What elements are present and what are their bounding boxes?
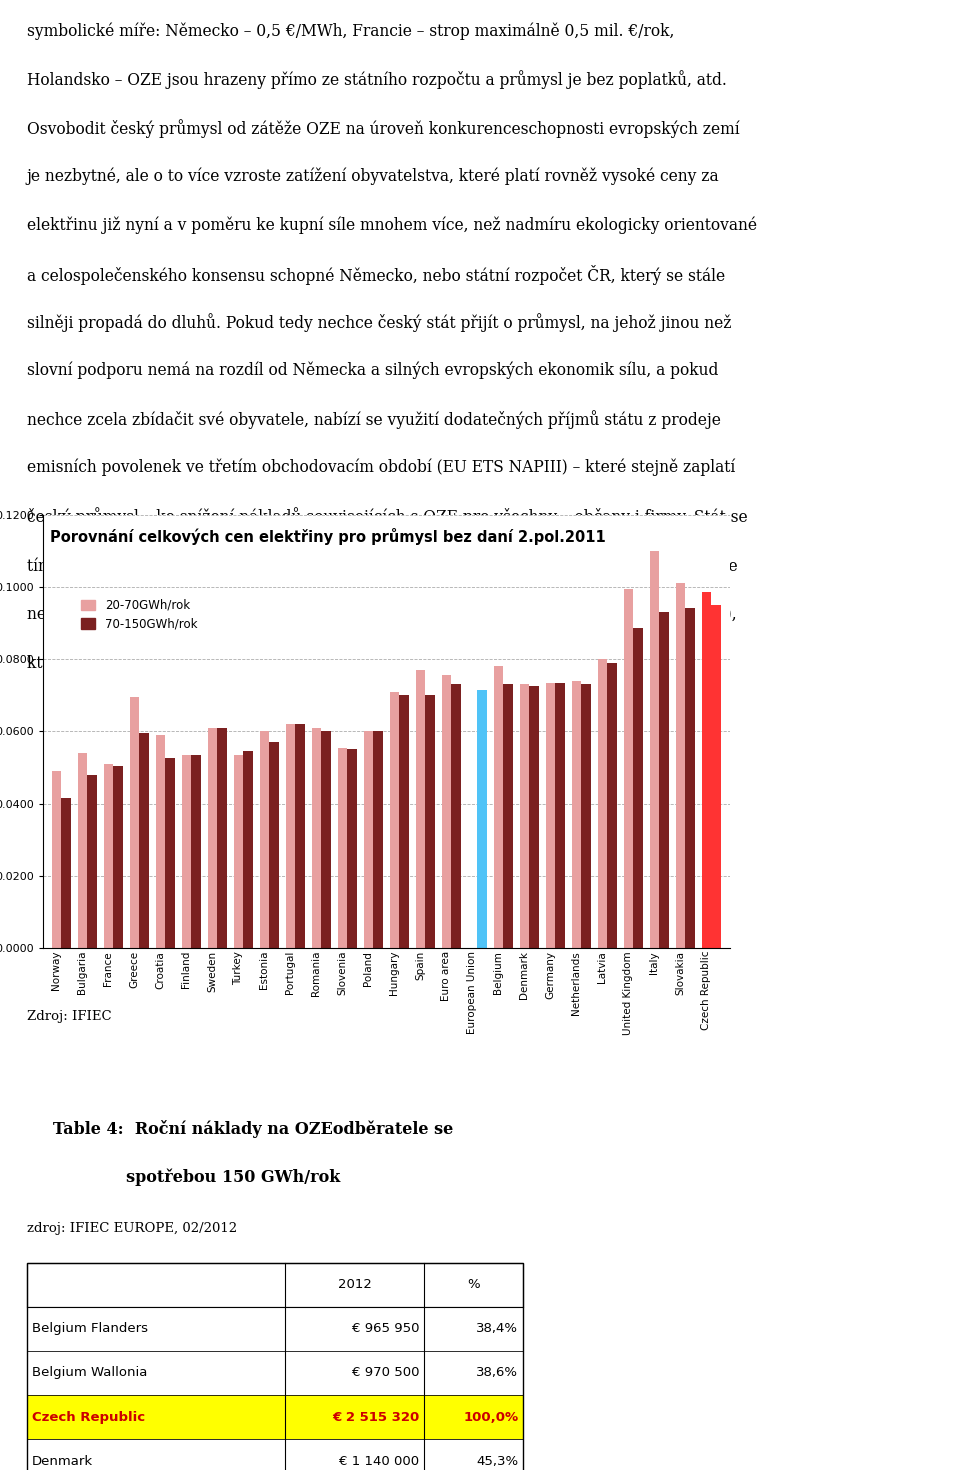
- Bar: [608, 663, 617, 948]
- Bar: [676, 584, 685, 948]
- Text: Osvobodit český průmysl od zátěže OZE na úroveň konkurenceschopnosti evropských : Osvobodit český průmysl od zátěže OZE na…: [27, 119, 739, 138]
- Bar: [270, 742, 279, 948]
- Bar: [711, 604, 721, 948]
- Bar: [311, 728, 322, 948]
- Bar: [104, 764, 113, 948]
- Bar: [181, 754, 191, 948]
- Bar: [650, 551, 660, 948]
- Bar: [322, 732, 331, 948]
- Bar: [556, 682, 565, 948]
- Bar: [416, 670, 425, 948]
- Bar: [338, 748, 348, 948]
- Text: 2012: 2012: [338, 1279, 372, 1291]
- Bar: [233, 754, 244, 948]
- Bar: [259, 732, 270, 948]
- Bar: [451, 685, 461, 948]
- Text: Porovnání celkových cen elektřiny pro průmysl bez daní 2.pol.2011: Porovnání celkových cen elektřiny pro pr…: [50, 528, 606, 544]
- Text: symbolické míře: Německo – 0,5 €/MWh, Francie – strop maximálně 0,5 mil. €/rok,: symbolické míře: Německo – 0,5 €/MWh, Fr…: [27, 22, 674, 40]
- Bar: [623, 588, 634, 948]
- Text: € 970 500: € 970 500: [351, 1367, 420, 1379]
- Text: které bude v nadcházejících letech od průmyslu vybírat.: které bude v nadcházejících letech od pr…: [27, 653, 466, 672]
- Bar: [582, 685, 591, 948]
- Bar: [27, 1351, 523, 1395]
- Legend: 20-70GWh/rok, 70-150GWh/rok: 20-70GWh/rok, 70-150GWh/rok: [77, 594, 203, 635]
- Text: spotřebou 150 GWh/rok: spotřebou 150 GWh/rok: [53, 1169, 340, 1186]
- Bar: [296, 725, 305, 948]
- Bar: [545, 682, 556, 948]
- Bar: [477, 689, 488, 948]
- Bar: [156, 735, 165, 948]
- Text: elektřinu již nyní a v poměru ke kupní síle mnohem více, než nadmíru ekologicky : elektřinu již nyní a v poměru ke kupní s…: [27, 216, 756, 234]
- Bar: [139, 734, 149, 948]
- Text: € 2 515 320: € 2 515 320: [332, 1411, 420, 1423]
- Text: český průmysl – ke snížení nákladů souvisejících s OZE pro všechny – občany i fi: český průmysl – ke snížení nákladů souvi…: [27, 507, 748, 526]
- Bar: [529, 686, 540, 948]
- Bar: [685, 609, 695, 948]
- Bar: [165, 759, 176, 948]
- Bar: [364, 732, 373, 948]
- Text: 38,6%: 38,6%: [476, 1367, 518, 1379]
- Text: Denmark: Denmark: [32, 1455, 93, 1467]
- Text: zdroj: IFIEC EUROPE, 02/2012: zdroj: IFIEC EUROPE, 02/2012: [27, 1222, 237, 1235]
- Bar: [113, 766, 123, 948]
- Bar: [702, 592, 711, 948]
- Bar: [52, 772, 61, 948]
- Bar: [217, 728, 228, 948]
- Text: Belgium Wallonia: Belgium Wallonia: [32, 1367, 147, 1379]
- Bar: [207, 728, 217, 948]
- Bar: [244, 751, 253, 948]
- Text: € 965 950: € 965 950: [351, 1323, 420, 1335]
- Text: Table 4:  Roční náklady na OZEodběratele se: Table 4: Roční náklady na OZEodběratele …: [53, 1120, 453, 1138]
- Bar: [503, 685, 514, 948]
- Bar: [597, 659, 608, 948]
- Bar: [61, 798, 71, 948]
- Text: € 1 140 000: € 1 140 000: [339, 1455, 420, 1467]
- Bar: [78, 753, 87, 948]
- Bar: [571, 681, 582, 948]
- Text: 45,3%: 45,3%: [476, 1455, 518, 1467]
- Bar: [634, 628, 643, 948]
- Bar: [493, 666, 503, 948]
- Text: slovní podporu nemá na rozdíl od Německa a silných evropských ekonomik sílu, a p: slovní podporu nemá na rozdíl od Německa…: [27, 362, 718, 379]
- Bar: [373, 732, 383, 948]
- Text: silněji propadá do dluhů. Pokud tedy nechce český stát přijít o průmysl, na jeho: silněji propadá do dluhů. Pokud tedy nec…: [27, 313, 732, 332]
- Text: Zdroj: IFIEC: Zdroj: IFIEC: [27, 1010, 111, 1023]
- Bar: [442, 675, 451, 948]
- Text: Holandsko – OZE jsou hrazeny přímo ze státního rozpočtu a průmysl je bez poplatk: Holandsko – OZE jsou hrazeny přímo ze st…: [27, 71, 727, 90]
- Bar: [130, 697, 139, 948]
- Text: je nezbytné, ale o to více vzroste zatížení obyvatelstva, které platí rovněž vys: je nezbytné, ale o to více vzroste zatíž…: [27, 168, 719, 185]
- Bar: [27, 1263, 523, 1307]
- Text: 100,0%: 100,0%: [464, 1411, 518, 1423]
- Bar: [348, 750, 357, 948]
- Bar: [27, 1439, 523, 1470]
- Text: 38,4%: 38,4%: [476, 1323, 518, 1335]
- Text: Czech Republic: Czech Republic: [32, 1411, 145, 1423]
- Bar: [27, 1395, 523, 1439]
- Bar: [87, 775, 97, 948]
- Bar: [191, 754, 202, 948]
- Bar: [425, 695, 435, 948]
- Bar: [660, 612, 669, 948]
- Bar: [27, 1307, 523, 1351]
- Bar: [285, 725, 296, 948]
- Bar: [390, 691, 399, 948]
- Text: emisních povolenek ve třetím obchodovacím období (EU ETS NAPIII) – které stejně : emisních povolenek ve třetím obchodovací…: [27, 459, 735, 476]
- Text: Belgium Flanders: Belgium Flanders: [32, 1323, 148, 1335]
- Text: tímto způsobem pouze přihlásí k finančním závazkům, jež svou špatnou činností re: tímto způsobem pouze přihlásí k finanční…: [27, 556, 737, 575]
- Bar: [519, 685, 529, 948]
- Text: nechce zcela zbídačit své obyvatele, nabízí se využití dodatečných příjmů státu : nechce zcela zbídačit své obyvatele, nab…: [27, 410, 721, 429]
- Bar: [27, 1263, 523, 1470]
- Text: nečinností způsobil, a využije k úhradě těchto závazků další prostředky (z EU ET: nečinností způsobil, a využije k úhradě …: [27, 604, 736, 623]
- Bar: [399, 695, 409, 948]
- Text: a celospolečenského konsensu schopné Německo, nebo státní rozpočet ČR, který se : a celospolečenského konsensu schopné Něm…: [27, 265, 725, 285]
- Text: %: %: [468, 1279, 480, 1291]
